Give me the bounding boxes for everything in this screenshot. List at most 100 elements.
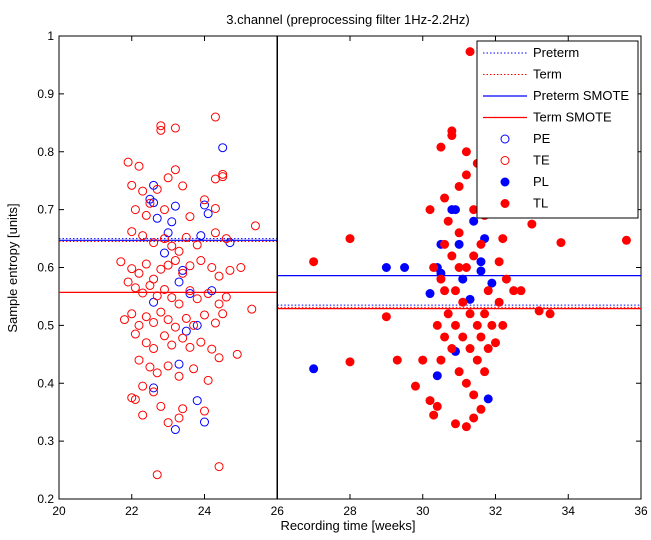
data-point	[210, 203, 220, 213]
data-point	[192, 396, 202, 406]
data-point	[309, 364, 319, 374]
data-point	[221, 234, 231, 244]
data-point	[170, 256, 180, 266]
data-point	[167, 340, 177, 350]
data-point	[483, 344, 493, 354]
series-term-smote	[59, 291, 641, 310]
data-point	[138, 231, 148, 241]
data-point	[207, 344, 217, 354]
data-point	[476, 404, 486, 414]
y-tick-label: 0.3	[37, 434, 54, 448]
data-point	[458, 297, 468, 307]
x-tick-label: 36	[634, 504, 648, 518]
data-point	[534, 306, 544, 316]
data-point	[498, 234, 508, 244]
legend-box	[476, 40, 639, 219]
data-point	[138, 381, 148, 391]
data-point	[156, 401, 166, 411]
data-point	[170, 165, 180, 175]
data-point	[501, 274, 511, 284]
data-point	[149, 198, 159, 208]
data-point	[185, 212, 195, 222]
y-tick-label: 0.2	[37, 492, 54, 506]
data-point	[436, 274, 446, 284]
data-point	[149, 383, 159, 393]
data-point	[527, 219, 537, 229]
y-tick-label: 0.6	[37, 261, 54, 275]
data-point	[192, 240, 202, 250]
data-point	[450, 419, 460, 429]
data-point	[130, 205, 140, 215]
data-point	[152, 368, 162, 378]
data-point	[200, 200, 209, 210]
data-point	[192, 320, 202, 330]
data-point	[185, 261, 195, 271]
data-point	[461, 147, 471, 157]
data-point	[247, 304, 257, 314]
data-point	[174, 413, 184, 423]
data-point	[425, 205, 435, 215]
data-point	[440, 193, 450, 203]
data-point	[127, 180, 137, 190]
data-point	[450, 286, 460, 296]
data-point	[178, 333, 188, 343]
series-term	[59, 240, 641, 308]
data-point	[141, 338, 151, 348]
data-point	[218, 143, 228, 153]
data-point	[152, 291, 162, 301]
data-point	[454, 263, 464, 272]
data-point	[232, 349, 242, 359]
x-tick-label: 22	[125, 504, 139, 518]
data-point	[483, 286, 493, 296]
y-tick-label: 0.8	[37, 145, 54, 159]
data-point	[181, 313, 191, 323]
data-point	[487, 320, 497, 330]
data-point	[429, 263, 439, 272]
data-point	[185, 342, 195, 352]
data-point	[156, 307, 166, 317]
legend-swatch	[500, 199, 510, 208]
data-point	[400, 263, 410, 272]
data-point	[443, 309, 453, 319]
data-point	[454, 181, 464, 191]
data-point	[196, 231, 206, 241]
legend-label: Term	[533, 67, 562, 82]
data-point	[214, 353, 224, 363]
x-tick-label: 26	[271, 504, 285, 518]
data-point	[440, 332, 450, 342]
data-point	[196, 337, 206, 347]
data-point	[218, 309, 228, 319]
legend-label: PL	[533, 174, 549, 189]
data-point	[345, 357, 355, 367]
data-point	[178, 265, 188, 275]
data-point	[476, 257, 486, 267]
data-point	[454, 239, 464, 249]
data-point	[480, 309, 490, 319]
data-point	[476, 239, 486, 249]
data-point	[141, 312, 151, 322]
data-point	[465, 344, 475, 354]
data-point	[156, 264, 166, 274]
data-point	[210, 318, 220, 328]
y-tick-label: 1	[47, 29, 54, 43]
data-point	[203, 209, 213, 219]
data-point	[159, 205, 169, 215]
data-point	[152, 470, 162, 480]
data-point	[472, 355, 482, 365]
data-point	[469, 205, 479, 215]
data-point	[203, 375, 213, 385]
data-point	[141, 210, 151, 220]
data-point	[443, 216, 453, 226]
data-point	[418, 355, 428, 365]
data-point	[130, 283, 140, 293]
y-axis-label: Sample entropy [units]	[5, 203, 20, 332]
y-tick-label: 0.9	[37, 87, 54, 101]
data-point	[159, 331, 169, 341]
data-point	[134, 161, 144, 171]
data-point	[189, 320, 199, 330]
series-tl	[309, 47, 631, 432]
data-point	[545, 309, 555, 319]
data-point	[429, 410, 439, 420]
data-point	[218, 169, 228, 179]
